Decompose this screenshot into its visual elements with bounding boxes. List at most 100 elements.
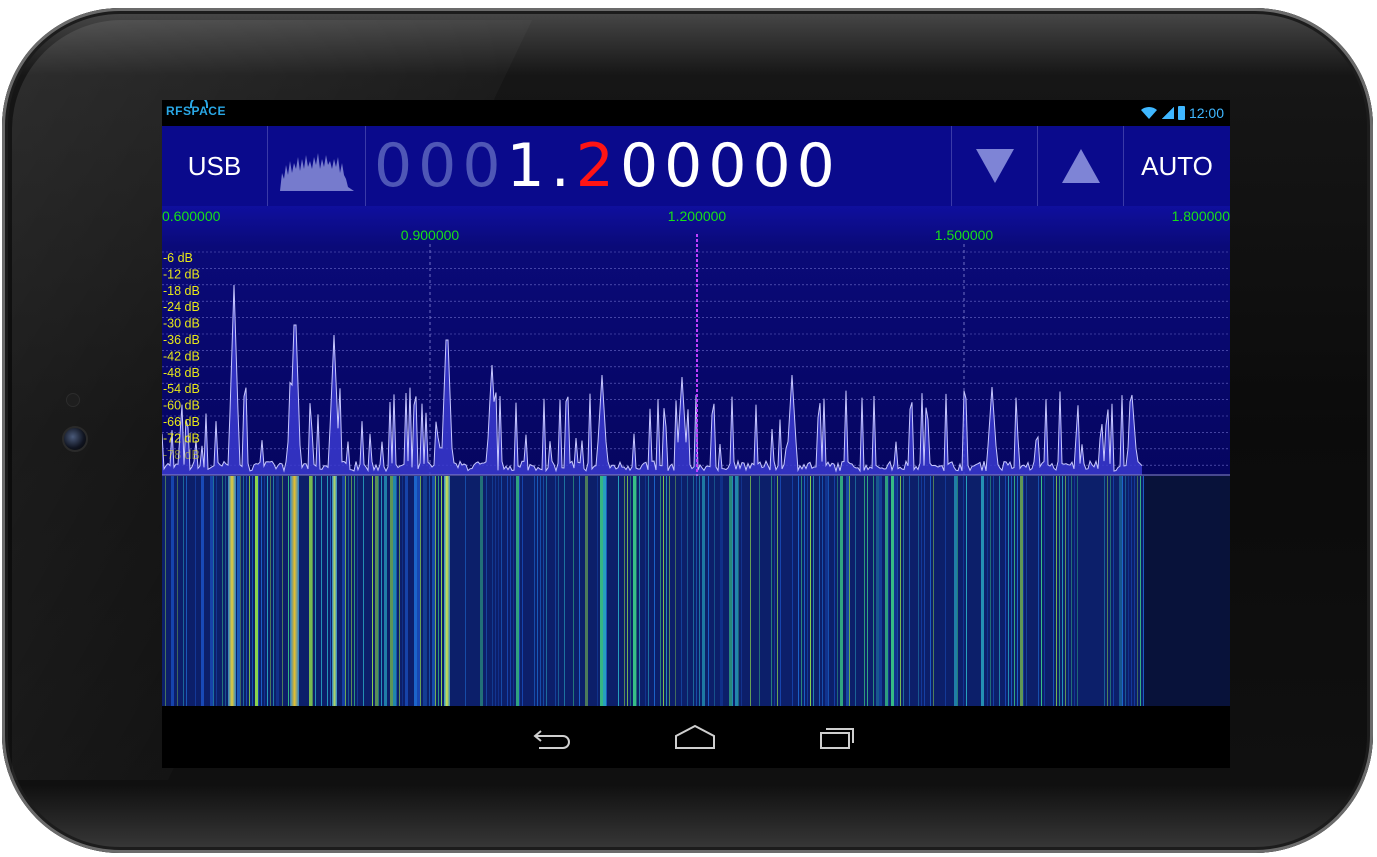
waterfall-trace (237, 476, 240, 706)
spectrum-thumbnail[interactable] (268, 126, 366, 206)
waterfall-trace (171, 476, 174, 706)
waterfall-trace (999, 476, 1000, 706)
waterfall-trace (633, 476, 636, 706)
auto-button[interactable]: AUTO (1141, 150, 1213, 181)
db-label: -30 dB (163, 317, 200, 331)
waterfall-trace (801, 476, 802, 706)
freq-label-quarter: 0.900000 (401, 227, 460, 243)
waterfall-trace (654, 476, 655, 706)
waterfall-trace (384, 476, 387, 706)
waterfall-trace (246, 476, 247, 706)
waterfall-trace (357, 476, 358, 706)
waterfall-trace (405, 476, 408, 706)
waterfall-trace (393, 476, 396, 706)
recent-apps-icon (820, 728, 854, 749)
waterfall-trace (798, 476, 799, 706)
waterfall-trace (546, 476, 547, 706)
waterfall-trace (348, 476, 349, 706)
waterfall-trace (276, 476, 279, 706)
waterfall-trace (849, 476, 850, 706)
freq-selected-digit[interactable]: 2 (575, 131, 620, 201)
triangle-down-icon (975, 149, 1014, 183)
waterfall-trace (1068, 476, 1069, 706)
db-label: -48 dB (163, 366, 200, 380)
waterfall-trace (774, 476, 775, 706)
logo-text: RFSPACE (166, 104, 226, 118)
waterfall-trace (867, 476, 868, 706)
freq-fraction-digits[interactable]: 00000 (619, 131, 841, 201)
db-scale: -6 dB -12 dB -18 dB -24 dB -30 dB -36 dB -42 d… (163, 251, 200, 462)
waterfall-trace (1134, 476, 1135, 706)
freq-label-end: 1.800000 (1172, 208, 1230, 224)
app-screen: RFSPACE 12:00 USB 000 1 . 2 00000 (162, 100, 1230, 768)
freq-label-center: 1.200000 (668, 208, 727, 224)
freq-mhz-digit[interactable]: 1 (506, 131, 551, 201)
waterfall-strong-signal (228, 476, 236, 706)
waterfall-trace (627, 476, 628, 706)
waterfall-trace (1044, 476, 1045, 706)
waterfall-trace (249, 476, 250, 706)
waterfall-trace (417, 476, 420, 706)
waterfall-trace (519, 476, 520, 706)
waterfall-trace (822, 476, 823, 706)
waterfall-trace (513, 476, 514, 706)
status-icons: 12:00 (1140, 105, 1224, 121)
mode-button[interactable]: USB (162, 126, 268, 206)
waterfall-trace (351, 476, 352, 706)
waterfall-trace (897, 476, 898, 706)
waterfall-trace (735, 476, 738, 706)
battery-icon (1177, 106, 1185, 120)
waterfall-trace (165, 476, 166, 706)
db-label: -60 dB (163, 399, 200, 413)
waterfall-trace (315, 476, 316, 706)
home-icon (675, 724, 715, 749)
waterfall-trace (810, 476, 811, 706)
waterfall-trace (918, 476, 919, 706)
waterfall-strong-signal (331, 476, 337, 706)
waterfall-trace (1053, 476, 1054, 706)
waterfall-trace (465, 476, 466, 706)
waterfall-trace (693, 476, 694, 706)
waterfall-trace (336, 476, 337, 706)
waterfall-trace (1128, 476, 1129, 706)
waterfall-trace (1014, 476, 1015, 706)
waterfall-trace (660, 476, 661, 706)
waterfall-trace (1041, 476, 1042, 706)
waterfall-trace (729, 476, 732, 706)
waterfall-display[interactable] (162, 476, 1230, 706)
waterfall-trace (378, 476, 379, 706)
waterfall-trace (321, 476, 322, 706)
waterfall-trace (624, 476, 625, 706)
rfspace-logo: RFSPACE (166, 100, 226, 118)
back-button[interactable] (528, 720, 578, 754)
home-button[interactable] (670, 720, 720, 754)
waterfall-strong-signal (289, 476, 299, 706)
waterfall-trace (630, 476, 631, 706)
freq-dim-digits[interactable]: 000 (374, 131, 507, 201)
waterfall-trace (648, 476, 649, 706)
recents-button[interactable] (812, 720, 862, 754)
waterfall-trace (846, 476, 849, 706)
waterfall-trace (585, 476, 588, 706)
waterfall-trace (213, 476, 214, 706)
db-label: -42 dB (163, 349, 200, 363)
waterfall-trace (864, 476, 865, 706)
waterfall-trace (177, 476, 178, 706)
waterfall-trace (516, 476, 519, 706)
waterfall-empty-region (1144, 476, 1230, 706)
waterfall-trace (258, 476, 259, 706)
frequency-display[interactable]: 000 1 . 2 00000 (366, 126, 952, 206)
waterfall-trace (771, 476, 772, 706)
waterfall-trace (921, 476, 922, 706)
waterfall-trace (828, 476, 829, 706)
waterfall-trace (636, 476, 637, 706)
waterfall-trace (429, 476, 430, 706)
spectrum-plot[interactable]: 0.600000 1.200000 1.800000 0.900000 1.50… (162, 206, 1230, 476)
waterfall-trace (645, 476, 646, 706)
waterfall-trace (702, 476, 705, 706)
db-label: -66 dB (163, 415, 200, 429)
tune-up-button[interactable] (1038, 126, 1124, 206)
tune-down-button[interactable] (952, 126, 1038, 206)
waterfall-trace (573, 476, 574, 706)
waterfall-trace (804, 476, 805, 706)
